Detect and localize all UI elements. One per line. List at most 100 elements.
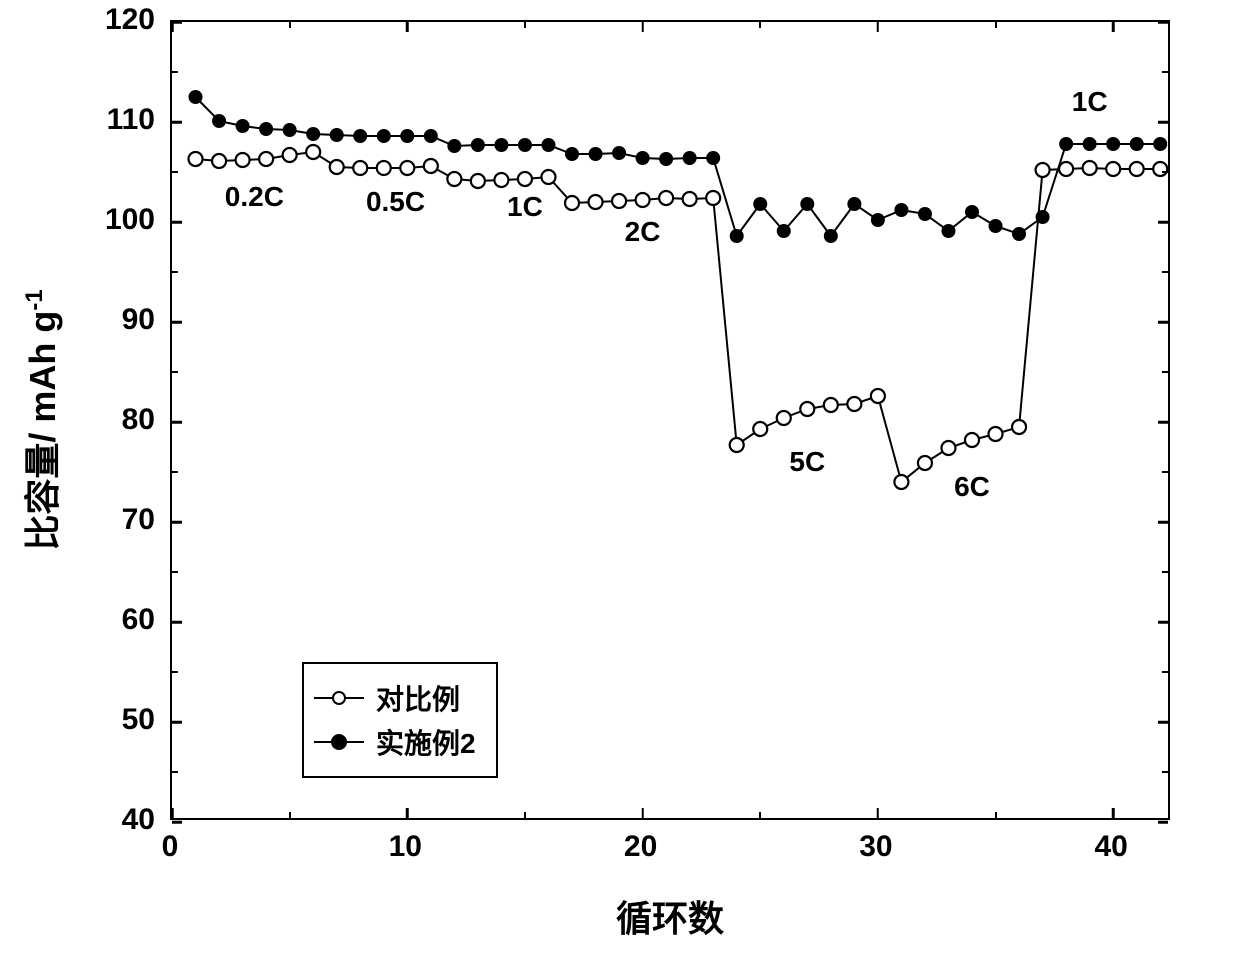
- legend-line-icon: [314, 697, 364, 699]
- x-tick-top: [1112, 22, 1115, 32]
- marker-实施例2: [800, 197, 814, 211]
- marker-对比例: [730, 438, 744, 452]
- marker-实施例2: [989, 219, 1003, 233]
- marker-实施例2: [377, 129, 391, 143]
- marker-实施例2: [683, 151, 697, 165]
- marker-实施例2: [941, 224, 955, 238]
- x-tick-minor: [524, 812, 526, 818]
- annotation-1C: 1C: [507, 191, 543, 223]
- marker-对比例: [800, 402, 814, 416]
- x-tick-minor-top: [289, 22, 291, 28]
- marker-对比例: [541, 170, 555, 184]
- annotation-1C: 1C: [1072, 86, 1108, 118]
- y-tick: [172, 121, 182, 124]
- marker-对比例: [941, 441, 955, 455]
- y-tick-label: 70: [122, 503, 155, 537]
- marker-实施例2: [236, 119, 250, 133]
- y-tick-minor-right: [1162, 371, 1168, 373]
- marker-对比例: [259, 152, 273, 166]
- marker-对比例: [989, 427, 1003, 441]
- marker-对比例: [330, 160, 344, 174]
- y-tick-right: [1158, 321, 1168, 324]
- y-tick-label: 100: [105, 203, 155, 237]
- y-tick-minor-right: [1162, 271, 1168, 273]
- y-tick-label: 90: [122, 303, 155, 337]
- x-tick-top: [171, 22, 174, 32]
- marker-对比例: [918, 456, 932, 470]
- x-tick-label: 20: [624, 830, 657, 864]
- y-label-text: 比容量/ mAh g: [22, 311, 63, 551]
- x-tick: [877, 808, 880, 818]
- marker-实施例2: [189, 90, 203, 104]
- marker-对比例: [471, 174, 485, 188]
- y-tick-label: 60: [122, 603, 155, 637]
- y-tick-minor-right: [1162, 171, 1168, 173]
- marker-对比例: [1083, 161, 1097, 175]
- y-tick: [172, 821, 182, 824]
- x-tick: [1112, 808, 1115, 818]
- x-tick-label: 40: [1094, 830, 1127, 864]
- x-tick-minor-top: [995, 22, 997, 28]
- marker-对比例: [306, 145, 320, 159]
- y-tick-minor: [172, 171, 178, 173]
- marker-实施例2: [447, 139, 461, 153]
- x-tick-top: [877, 22, 880, 32]
- series-line-对比例: [196, 152, 1161, 482]
- annotation-2C: 2C: [625, 216, 661, 248]
- y-tick-minor: [172, 271, 178, 273]
- marker-实施例2: [1106, 137, 1120, 151]
- x-tick-minor: [289, 812, 291, 818]
- x-tick-label: 10: [389, 830, 422, 864]
- x-axis-label: 循环数: [616, 890, 724, 942]
- annotation-0.5C: 0.5C: [366, 186, 425, 218]
- y-tick: [172, 21, 182, 24]
- marker-实施例2: [706, 151, 720, 165]
- x-tick-top: [641, 22, 644, 32]
- marker-实施例2: [471, 138, 485, 152]
- marker-对比例: [706, 191, 720, 205]
- marker-对比例: [1106, 162, 1120, 176]
- annotation-0.2C: 0.2C: [225, 181, 284, 213]
- y-tick-right: [1158, 821, 1168, 824]
- x-tick-minor: [759, 812, 761, 818]
- y-tick-minor: [172, 471, 178, 473]
- x-tick-minor-top: [524, 22, 526, 28]
- y-tick-label: 50: [122, 703, 155, 737]
- marker-对比例: [847, 397, 861, 411]
- marker-实施例2: [400, 129, 414, 143]
- marker-对比例: [965, 433, 979, 447]
- marker-对比例: [1130, 162, 1144, 176]
- chart-container: 0.2C0.5C1C2C5C6C1C 对比例 实施例2: [170, 20, 1170, 820]
- marker-实施例2: [777, 224, 791, 238]
- y-tick: [172, 621, 182, 624]
- y-tick-right: [1158, 721, 1168, 724]
- y-tick-right: [1158, 621, 1168, 624]
- marker-实施例2: [847, 197, 861, 211]
- marker-对比例: [353, 161, 367, 175]
- marker-实施例2: [871, 213, 885, 227]
- marker-对比例: [753, 422, 767, 436]
- marker-对比例: [824, 398, 838, 412]
- marker-对比例: [683, 192, 697, 206]
- x-tick-minor: [995, 812, 997, 818]
- legend-line-icon: [314, 741, 364, 743]
- marker-对比例: [377, 161, 391, 175]
- x-tick: [406, 808, 409, 818]
- y-axis-label: 比容量/ mAh g-1: [14, 289, 66, 550]
- y-tick: [172, 421, 182, 424]
- marker-实施例2: [1130, 137, 1144, 151]
- y-tick-minor: [172, 71, 178, 73]
- y-tick-right: [1158, 521, 1168, 524]
- marker-对比例: [236, 153, 250, 167]
- x-tick: [641, 808, 644, 818]
- y-tick-minor: [172, 371, 178, 373]
- marker-对比例: [424, 159, 438, 173]
- marker-实施例2: [212, 114, 226, 128]
- y-tick: [172, 721, 182, 724]
- marker-实施例2: [1012, 227, 1026, 241]
- marker-实施例2: [824, 229, 838, 243]
- series-line-实施例2: [196, 97, 1161, 236]
- marker-对比例: [1153, 162, 1167, 176]
- x-tick-top: [406, 22, 409, 32]
- y-tick-label: 110: [107, 103, 155, 137]
